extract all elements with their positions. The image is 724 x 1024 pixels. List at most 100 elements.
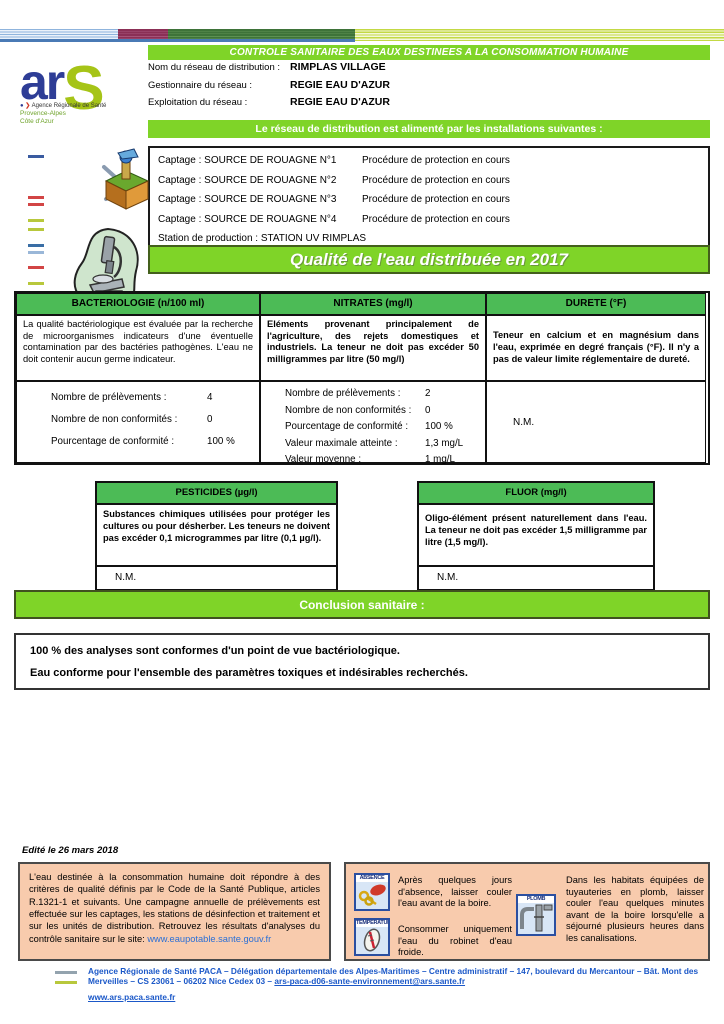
conclusion-line: 100 % des analyses sont conformes d'un p… (30, 645, 400, 657)
installations-banner: Le réseau de distribution est alimenté p… (148, 120, 710, 138)
ars-logo-s: S (63, 54, 105, 123)
temperature-icon-label: TEMPERATURE (356, 920, 388, 927)
installation-name: Captage : SOURCE DE ROUAGNE N°2 (158, 174, 337, 186)
margin-dash (28, 203, 44, 206)
installation-row: Captage : SOURCE DE ROUAGNE N°4 Procédur… (158, 214, 708, 234)
stripe-segment-maroon (118, 29, 168, 39)
stat-label: Valeur maximale atteinte : (285, 437, 398, 449)
stat-value: 1 mg/L (425, 454, 455, 465)
advice-box: ABSENCE Après quelques jours d'absence, … (344, 862, 710, 961)
stat-row: Pourcentage de conformité : 100 % (285, 421, 485, 432)
ars-logo-ar: ar (20, 54, 65, 110)
pesticides-value: N.M. (97, 565, 336, 589)
footer-dash (55, 981, 77, 984)
ars-region: Provence-Alpes Côte d'Azur (20, 110, 66, 125)
installation-name: Captage : SOURCE DE ROUAGNE N°1 (158, 155, 337, 166)
fluor-header: FLUOR (mg/l) (419, 483, 653, 505)
network-label: Gestionnaire du réseau : (148, 80, 253, 91)
advice-text-temperature: Consommer uniquement l'eau du robinet d'… (398, 924, 512, 958)
stat-value: 0 (425, 404, 431, 416)
conclusion-line: Eau conforme pour l'ensemble des paramèt… (30, 667, 468, 679)
conclusion-box: 100 % des analyses sont conformes d'un p… (14, 633, 710, 690)
footer-site-link[interactable]: www.ars.paca.sante.fr (88, 992, 176, 1002)
stat-row: Valeur moyenne : 1 mg/L (285, 454, 485, 465)
water-catchment-icon (102, 148, 150, 210)
plomb-icon: PLOMB (516, 894, 556, 936)
stat-value: 2 (425, 388, 431, 399)
installation-row: Captage : SOURCE DE ROUAGNE N°2 Procédur… (158, 175, 708, 195)
footer-dash (55, 971, 77, 974)
stat-row: Valeur maximale atteinte : 1,3 mg/L (285, 438, 485, 449)
stats-nitrates: Nombre de prélèvements : 2 Nombre de non… (260, 381, 486, 465)
stat-value: 1,3 mg/L (425, 437, 464, 449)
conclusion-banner: Conclusion sanitaire : (14, 590, 710, 619)
margin-dash (28, 228, 44, 231)
quality-table: BACTERIOLOGIE (n/100 ml) NITRATES (mg/l)… (14, 291, 710, 465)
advice-text-plomb: Dans les habitats équipées de tuyauterie… (566, 875, 704, 944)
stat-label: Nombre de non conformités : (285, 404, 412, 416)
description-bacteriologie: La qualité bactériologique est évaluée p… (16, 315, 260, 381)
footer-email-link[interactable]: ars-paca-d06-sante-environnement@ars.san… (274, 976, 466, 987)
ars-region-line1: Provence-Alpes (20, 110, 66, 117)
absence-icon-label: ABSENCE (356, 875, 388, 882)
column-header-bacteriologie: BACTERIOLOGIE (n/100 ml) (16, 293, 260, 315)
stat-row: Nombre de non conformités : 0 (285, 405, 485, 416)
network-value: REGIE EAU D'AZUR (290, 79, 390, 91)
fluor-box: FLUOR (mg/l) Oligo-élément présent natur… (417, 481, 655, 591)
network-label: Exploitation du réseau : (148, 97, 248, 108)
stat-label: Nombre de non conformités : (51, 414, 178, 425)
header-stripes-decoration (0, 29, 724, 43)
logo-dot-icon: ● (20, 103, 24, 109)
network-row: Exploitation du réseau : REGIE EAU D'AZU… (148, 96, 708, 111)
installation-status: Procédure de protection en cours (362, 174, 510, 186)
stripe-segment-blue (0, 29, 118, 39)
absence-icon: ABSENCE (354, 873, 390, 911)
description-nitrates: Eléments provenant principalement de l'a… (260, 315, 486, 381)
stat-label: Valeur moyenne : (285, 454, 362, 465)
logo-chevron-icon: ❯ (25, 103, 31, 109)
stat-row: Nombre de prélèvements : 2 (285, 388, 485, 399)
quality-banner: Qualité de l'eau distribuée en 2017 (148, 245, 710, 274)
installation-row: Captage : SOURCE DE ROUAGNE N°3 Procédur… (158, 194, 708, 214)
stat-value: 4 (207, 392, 213, 403)
column-header-durete: DURETE (°F) (486, 293, 706, 315)
footer-address: Agence Régionale de Santé PACA – Délégat… (88, 966, 712, 987)
main-title-banner: CONTROLE SANITAIRE DES EAUX DESTINEES A … (148, 45, 710, 60)
stat-label: Nombre de prélèvements : (51, 392, 167, 403)
edited-date: Edité le 26 mars 2018 (22, 845, 119, 856)
eaupotable-link[interactable]: www.eaupotable.sante.gouv.fr (147, 933, 272, 944)
stat-value: 100 % (207, 436, 235, 447)
margin-dash (28, 282, 44, 285)
installation-status: Procédure de protection en cours (362, 194, 510, 205)
stripe-segment-yellowgreen (355, 29, 724, 41)
info-text: L'eau destinée à la consommation humaine… (29, 872, 320, 944)
stat-row: Pourcentage de conformité : 100 % (51, 436, 259, 447)
stat-value: 0 (207, 414, 213, 425)
footer-address-text: Agence Régionale de Santé PACA – Délégat… (88, 966, 699, 987)
installation-status: Procédure de protection en cours (362, 213, 510, 225)
margin-dash (28, 155, 44, 158)
fluor-value: N.M. (419, 565, 653, 589)
pipes-icon (520, 904, 553, 932)
installation-row: Captage : SOURCE DE ROUAGNE N°1 Procédur… (158, 155, 708, 175)
stats-bacteriologie: Nombre de prélèvements : 4 Nombre de non… (16, 381, 260, 463)
ars-agency-line: ● ❯ Agence Régionale de Santé (20, 102, 106, 109)
network-value: RIMPLAS VILLAGE (290, 61, 386, 73)
network-row: Nom du réseau de distribution : RIMPLAS … (148, 61, 708, 76)
stat-label: Pourcentage de conformité : (285, 421, 409, 432)
pesticides-description: Substances chimiques utilisées pour prot… (103, 509, 330, 543)
stripe-underline-blue (0, 39, 355, 42)
margin-dash (28, 251, 44, 254)
stat-label: Pourcentage de conformité : (51, 436, 175, 447)
temperature-icon: TEMPERATURE (354, 918, 390, 956)
plomb-icon-label: PLOMB (518, 896, 554, 903)
ars-agency-name: Agence Régionale de Santé (31, 103, 107, 109)
network-label: Nom du réseau de distribution : (148, 62, 281, 73)
pesticides-box: PESTICIDES (µg/l) Substances chimiques u… (95, 481, 338, 591)
description-durete: Teneur en calcium et en magnésium dans l… (486, 315, 706, 381)
stat-row: Nombre de prélèvements : 4 (51, 392, 259, 403)
margin-dash (28, 266, 44, 269)
ars-logo: arS ● ❯ Agence Régionale de Santé Proven… (20, 57, 145, 125)
installation-name: Captage : SOURCE DE ROUAGNE N°4 (158, 213, 337, 225)
